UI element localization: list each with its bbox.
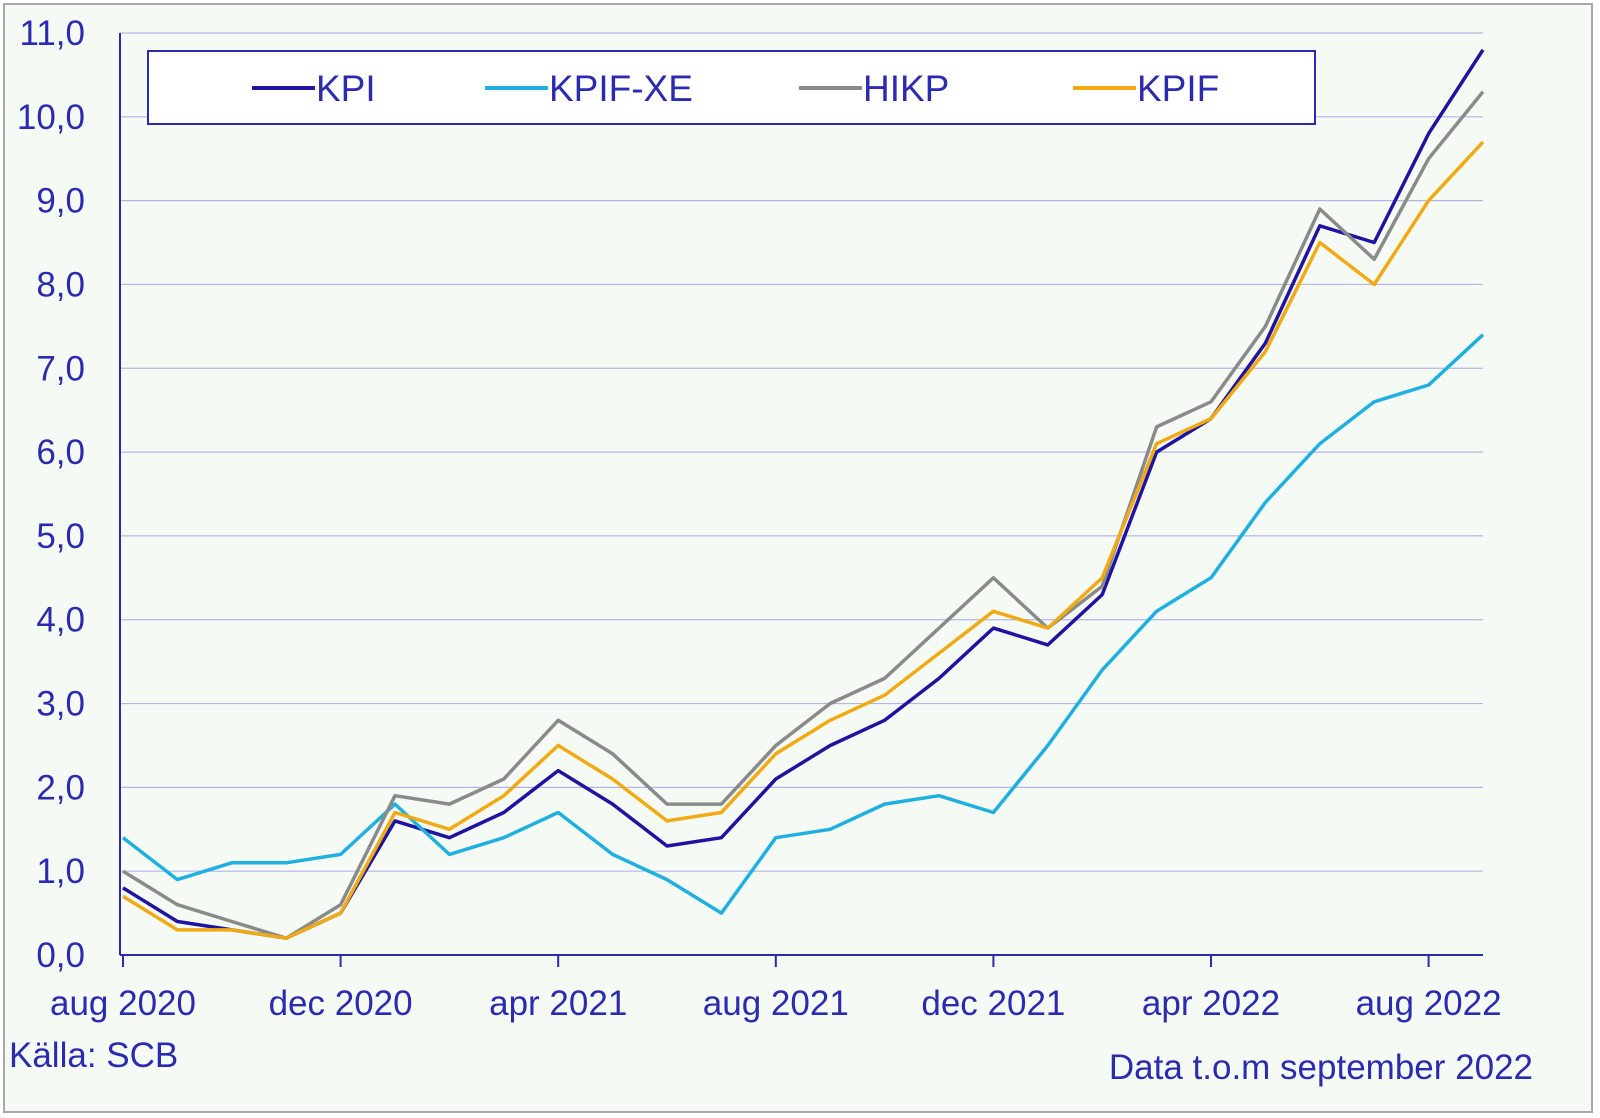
series-line-hikp: [122, 90, 1485, 940]
line-chart: 0,0 1,0 2,0 3,0 4,0 5,0 6,0 7,0 8,0 9,0 10,0 11,0 au…: [9, 14, 1533, 1087]
x-tick-label: dec 2020: [269, 984, 413, 1023]
x-tick-label: aug 2022: [1356, 984, 1502, 1023]
y-tick-label: 3,0: [36, 685, 85, 724]
y-tick-label: 4,0: [36, 601, 85, 640]
x-tick-label: aug 2021: [703, 984, 849, 1023]
y-tick-label: 2,0: [36, 768, 85, 807]
y-tick-label: 11,0: [19, 14, 85, 53]
y-tick-label: 8,0: [36, 265, 85, 304]
x-tick-label: dec 2021: [921, 984, 1065, 1023]
chart-frame: 0,0 1,0 2,0 3,0 4,0 5,0 6,0 7,0 8,0 9,0 10,0 11,0 au…: [3, 3, 1593, 1113]
y-tick-label: 5,0: [36, 517, 85, 556]
x-tick-label: apr 2022: [1142, 984, 1280, 1023]
series-line-kpi: [122, 48, 1485, 940]
x-tick-label: apr 2021: [489, 984, 627, 1023]
data-note: Data t.o.m september 2022: [1109, 1048, 1533, 1087]
series-line-kpif: [122, 140, 1485, 940]
source-note: Källa: SCB: [9, 1036, 178, 1075]
y-tick-label: 9,0: [36, 182, 85, 221]
legend-label-kpi: KPI: [316, 68, 376, 109]
y-tick-label: 10,0: [17, 98, 85, 137]
series-line-kpif-xe: [121, 333, 1485, 915]
legend-label-hikp: HIKP: [863, 68, 949, 109]
legend-label-kpif-xe: KPIF-XE: [549, 68, 693, 109]
y-tick-label: 1,0: [36, 852, 85, 891]
legend-label-kpif: KPIF: [1137, 68, 1219, 109]
x-tick-label: aug 2020: [50, 984, 196, 1023]
y-tick-label: 6,0: [36, 433, 85, 472]
y-tick-label: 0,0: [36, 936, 85, 975]
y-tick-label: 7,0: [36, 349, 85, 388]
